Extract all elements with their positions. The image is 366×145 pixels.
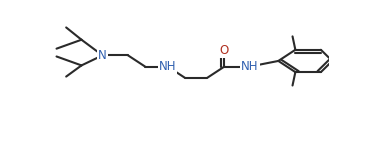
Text: NH: NH [241,60,259,73]
Text: O: O [220,44,229,57]
Text: NH: NH [159,60,176,73]
Text: N: N [98,49,107,62]
